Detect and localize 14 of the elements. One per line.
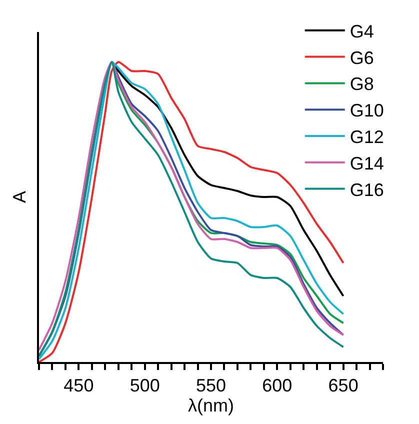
x-tick-label: 550 <box>196 376 226 396</box>
x-tick-label: 450 <box>64 376 94 396</box>
legend-label: G4 <box>350 21 374 42</box>
legend-label: G6 <box>350 48 374 68</box>
x-tick-label: 600 <box>262 376 292 396</box>
legend-label: G16 <box>350 180 384 200</box>
legend-label: G8 <box>350 74 374 94</box>
legend-label: G12 <box>350 127 384 148</box>
legend-label: G10 <box>350 100 384 121</box>
legend-label: G14 <box>350 153 384 174</box>
x-tick-label: 650 <box>328 376 358 396</box>
y-axis-title: A <box>10 190 30 204</box>
x-axis-title: λ(nm) <box>188 396 234 416</box>
x-tick-label: 500 <box>130 376 160 396</box>
